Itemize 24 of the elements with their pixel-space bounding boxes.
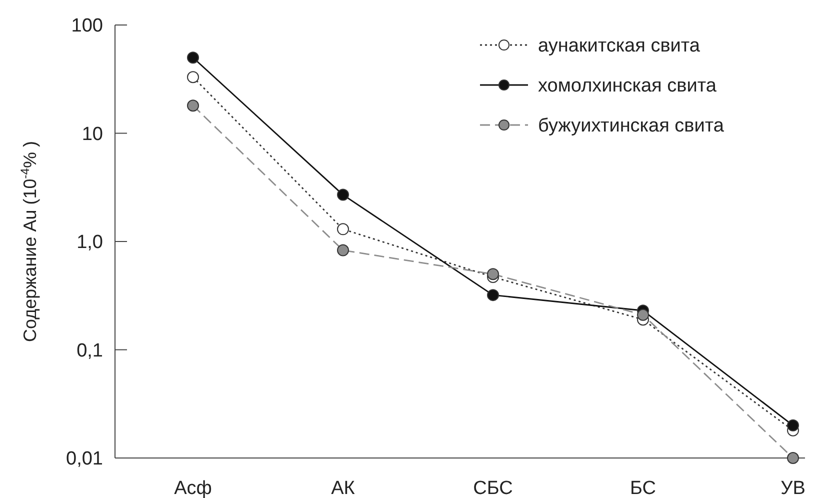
- point: [487, 289, 499, 302]
- point: [187, 52, 199, 64]
- y-tick-label: 1,0: [76, 232, 103, 254]
- y-tick-label: 0,01: [66, 448, 103, 470]
- x-tick-label: Асф: [174, 478, 212, 498]
- x-tick-label: БС: [630, 478, 656, 498]
- x-tick-label: АК: [331, 478, 355, 498]
- point: [787, 452, 799, 464]
- y-tick-label: 0,1: [76, 340, 103, 362]
- x-tick-label: УВ: [780, 478, 806, 498]
- y-tick-label: 10: [82, 124, 103, 145]
- point: [787, 419, 799, 432]
- point: [187, 100, 199, 112]
- legend-label: бужуихтинская свита: [538, 116, 724, 137]
- x-tick-label: СБС: [473, 478, 513, 498]
- point: [337, 188, 349, 201]
- point: [337, 244, 349, 256]
- point: [487, 268, 499, 280]
- legend-label: хомолхинская свита: [538, 76, 717, 97]
- point: [637, 308, 649, 321]
- point: [337, 223, 349, 236]
- y-tick-label: 100: [71, 16, 103, 37]
- legend-label: аунакитская свита: [538, 36, 700, 57]
- point: [187, 71, 199, 84]
